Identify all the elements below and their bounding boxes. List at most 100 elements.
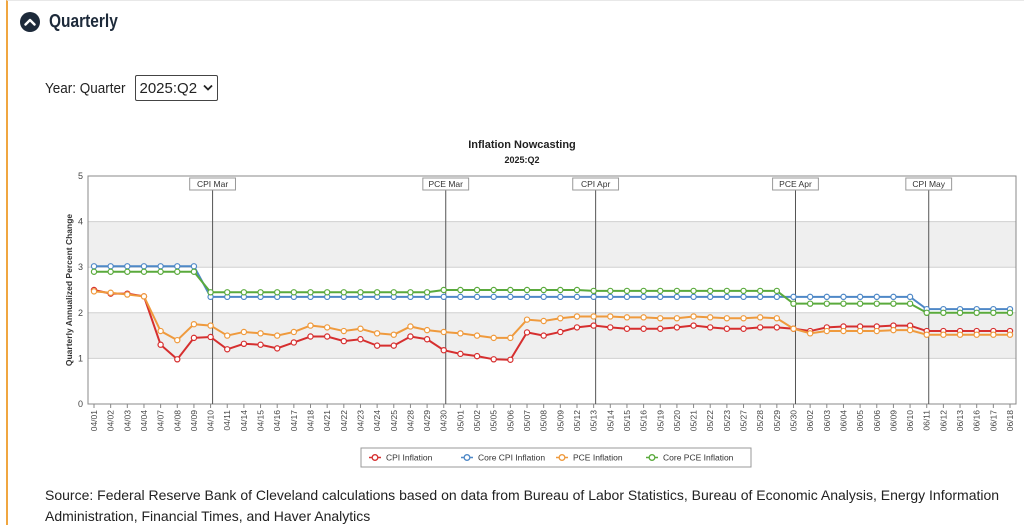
- x-tick-label: 04/24: [372, 410, 382, 432]
- data-point: [723, 315, 731, 322]
- x-tick-label: 04/16: [272, 410, 282, 432]
- data-point: [806, 293, 814, 301]
- release-marker-box: [772, 177, 819, 191]
- x-tick-label: 04/22: [339, 410, 349, 432]
- data-point: [257, 341, 264, 348]
- data-point: [523, 286, 531, 294]
- data-point: [906, 300, 914, 307]
- data-point: [140, 293, 148, 300]
- x-tick-label: 05/29: [772, 410, 782, 432]
- data-point: [890, 300, 897, 307]
- x-tick-label: 04/28: [405, 410, 415, 432]
- release-marker-label: PCE Mar: [429, 179, 464, 189]
- data-point: [107, 289, 114, 296]
- plot-band: [88, 176, 1016, 222]
- data-point: [357, 289, 364, 296]
- data-point: [207, 333, 214, 341]
- data-point: [740, 315, 747, 322]
- data-point: [157, 327, 164, 335]
- x-tick-label: 05/20: [672, 410, 682, 432]
- data-point: [457, 350, 464, 358]
- data-point: [573, 293, 581, 301]
- data-point: [340, 327, 348, 335]
- data-point: [540, 293, 547, 301]
- legend-swatch-marker: [371, 454, 379, 461]
- data-point: [673, 315, 681, 322]
- data-point: [357, 325, 364, 332]
- x-tick-label: 05/16: [639, 410, 649, 432]
- data-point: [490, 286, 497, 294]
- y-tick-label: 1: [78, 353, 83, 363]
- quarterly-panel: Quarterly Year: Quarter 2025:Q2 0 1 2 3 4 5 In…: [6, 0, 1024, 525]
- data-point: [940, 331, 947, 338]
- data-point: [340, 337, 348, 345]
- data-point: [407, 323, 414, 330]
- data-point: [790, 325, 797, 332]
- data-point: [274, 345, 281, 352]
- data-point: [124, 268, 131, 275]
- legend-swatch-marker: [648, 454, 656, 461]
- release-marker-box: [422, 177, 470, 191]
- data-point: [590, 293, 597, 301]
- data-point: [224, 346, 231, 353]
- data-point: [440, 346, 447, 354]
- data-point: [1006, 331, 1014, 338]
- data-point: [507, 293, 514, 301]
- data-point: [740, 287, 747, 295]
- x-tick-label: 05/12: [572, 410, 582, 432]
- x-tick-label: 04/17: [289, 410, 299, 432]
- data-point: [207, 289, 214, 296]
- data-point: [90, 268, 98, 275]
- year-quarter-select[interactable]: 2025:Q2: [134, 75, 219, 101]
- data-point: [224, 289, 231, 296]
- data-point: [640, 293, 647, 301]
- data-point: [340, 289, 348, 296]
- x-tick-label: 06/12: [938, 410, 948, 432]
- y-tick-label: 0: [78, 399, 83, 409]
- data-point: [723, 293, 731, 301]
- chart-title: Inflation Nowcasting: [468, 139, 576, 151]
- data-point: [490, 293, 497, 301]
- x-tick-label: 04/01: [89, 410, 99, 432]
- data-point: [540, 286, 547, 294]
- data-point: [806, 330, 814, 337]
- data-point: [190, 334, 198, 342]
- section-header[interactable]: Quarterly: [20, 11, 129, 32]
- data-point: [640, 314, 647, 321]
- chevron-up-icon[interactable]: [20, 11, 40, 32]
- data-point: [657, 287, 664, 295]
- x-tick-label: 04/04: [139, 410, 149, 432]
- x-tick-label: 06/17: [988, 410, 998, 432]
- data-point: [773, 287, 781, 295]
- legend-label: Core CPI Inflation: [478, 453, 545, 463]
- inflation-nowcasting-chart: 0 1 2 3 4 5 Inflation Nowcasting 2025:Q2 Quarter…: [64, 139, 1017, 468]
- y-tick-label: 5: [78, 171, 83, 181]
- data-point: [590, 313, 597, 320]
- data-point: [840, 327, 847, 335]
- data-point: [657, 315, 664, 322]
- y-tick-label: 4: [78, 217, 83, 227]
- x-tick-label: 04/23: [355, 410, 365, 432]
- data-point: [190, 263, 198, 270]
- x-tick-label: 06/04: [838, 410, 848, 432]
- data-point: [307, 333, 314, 340]
- data-point: [707, 287, 714, 295]
- x-tick-label: 05/19: [655, 410, 665, 432]
- x-tick-label: 04/03: [122, 410, 132, 432]
- data-point: [607, 313, 614, 320]
- data-point: [657, 325, 664, 332]
- data-point: [440, 293, 447, 301]
- data-point: [290, 289, 298, 296]
- data-point: [673, 293, 681, 301]
- data-point: [640, 287, 647, 295]
- data-point: [390, 331, 397, 338]
- x-tick-label: 04/11: [222, 410, 232, 431]
- release-marker-box: [189, 177, 236, 191]
- x-tick-label: 05/28: [755, 410, 765, 432]
- data-point: [457, 286, 464, 294]
- x-tick-label: 05/13: [589, 410, 599, 432]
- data-point: [90, 263, 98, 270]
- plot-border: [87, 175, 1017, 405]
- data-point: [673, 287, 681, 295]
- section-title[interactable]: Quarterly: [49, 11, 118, 31]
